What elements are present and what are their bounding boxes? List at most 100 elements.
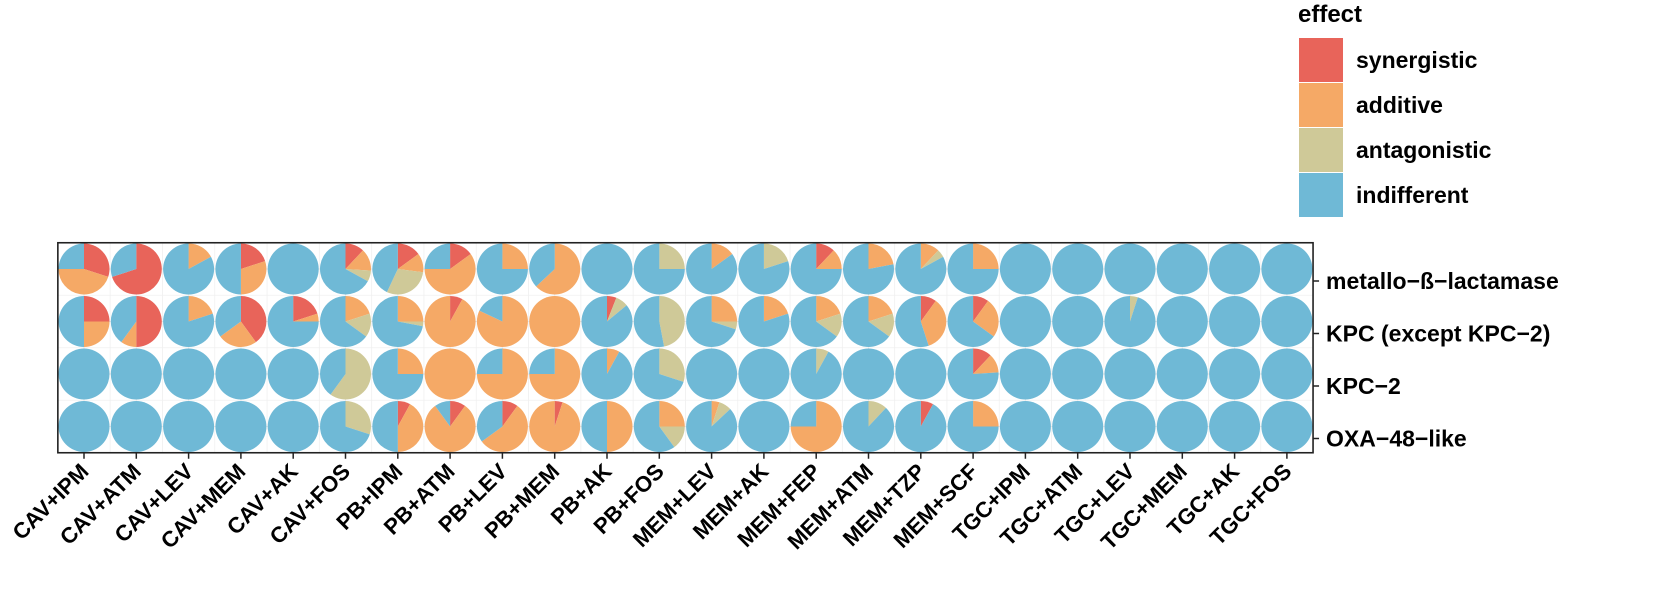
pie-slice-additive: [529, 296, 581, 347]
pie-slice-additive: [973, 401, 999, 427]
pie-slice-additive: [536, 243, 581, 295]
legend-key-antagonistic: [1299, 128, 1343, 172]
pie-kpc-except-kpc-2-cav-fos: [320, 296, 371, 347]
plot-panel: [57, 241, 1314, 454]
pie-kpc-except-kpc-2-tgc-lev: [1104, 296, 1156, 348]
pie-kpc-2-tgc-ak: [1209, 348, 1261, 400]
pie-slice-additive: [188, 296, 213, 322]
pie-slice-indifferent: [843, 296, 890, 348]
pie-kpc-except-kpc-2-pb-atm: [424, 296, 476, 347]
pie-slice-indifferent: [424, 243, 451, 269]
pie-slice-indifferent: [435, 400, 451, 427]
pie-slice-indifferent: [947, 243, 999, 295]
pie-oxa-48-like-cav-lev: [163, 401, 215, 452]
legend-title: effect: [1298, 1, 1362, 28]
pie-slice-indifferent: [1156, 401, 1208, 452]
pie-slice-additive: [424, 296, 476, 347]
pie-kpc-2-tgc-ipm: [999, 348, 1051, 400]
pie-oxa-48-like-tgc-mem: [1156, 401, 1208, 452]
pie-slice-antagonistic: [920, 250, 944, 269]
pie-slice-indifferent: [738, 243, 790, 295]
pie-slice-additive: [868, 243, 894, 269]
pie-kpc-except-kpc-2-pb-ak: [581, 296, 633, 347]
pie-slice-antagonistic: [711, 402, 731, 427]
pie-slice-indifferent: [738, 296, 790, 347]
pie-slice-indifferent: [476, 243, 528, 295]
pie-kpc-2-tgc-fos: [1261, 348, 1313, 400]
legend-label-antagonistic: antagonistic: [1356, 137, 1492, 163]
pie-oxa-48-like-pb-mem: [529, 401, 581, 452]
pie-slice-additive: [607, 348, 620, 374]
pie-slice-additive: [920, 243, 939, 269]
pie-slice-additive: [529, 401, 581, 452]
pie-kpc-except-kpc-2-mem-tzp: [895, 296, 947, 348]
pie-kpc-2-cav-ipm: [58, 348, 110, 400]
pie-slice-indifferent: [1104, 401, 1156, 452]
pie-slice-additive: [220, 321, 256, 348]
pie-metallo-lactamase-tgc-atm: [1052, 243, 1104, 295]
pie-slice-additive: [711, 401, 720, 427]
pie-oxa-48-like-cav-mem: [215, 401, 267, 452]
pie-kpc-2-mem-tzp: [895, 348, 947, 400]
pie-kpc-2-cav-ak: [267, 348, 319, 400]
pie-slice-indifferent: [633, 243, 685, 295]
pie-kpc-2-pb-fos: [633, 348, 685, 400]
pie-slice-indifferent: [843, 243, 895, 295]
pie-slice-indifferent: [633, 401, 675, 452]
pie-slice-synergistic: [345, 243, 363, 269]
pie-kpc-except-kpc-2-pb-lev: [476, 296, 528, 347]
pie-kpc-except-kpc-2-tgc-atm: [1052, 296, 1104, 347]
pie-slice-indifferent: [790, 296, 837, 347]
pie-oxa-48-like-mem-ak: [738, 401, 790, 452]
pie-slice-indifferent: [1052, 243, 1104, 295]
pie-slice-additive: [816, 250, 842, 269]
pie-slice-synergistic: [816, 243, 834, 269]
legend-key-synergistic: [1299, 38, 1343, 82]
pie-slice-indifferent: [1209, 401, 1261, 452]
pie-slice-indifferent: [633, 296, 665, 348]
pie-slice-antagonistic: [345, 269, 371, 282]
pie-kpc-2-tgc-atm: [1052, 348, 1104, 400]
pie-kpc-2-mem-fep: [790, 348, 842, 400]
pie-slice-indifferent: [686, 348, 738, 400]
pie-slice-additive: [424, 254, 476, 295]
pie-metallo-lactamase-cav-atm: [110, 243, 162, 295]
pie-slice-indifferent: [1104, 243, 1156, 295]
pie-slice-indifferent: [895, 296, 929, 348]
pie-slice-indifferent: [843, 348, 894, 400]
pie-slice-indifferent: [790, 348, 842, 400]
pie-kpc-2-mem-ak: [738, 348, 790, 400]
pie-oxa-48-like-cav-fos: [319, 401, 371, 453]
pie-slice-indifferent: [110, 348, 162, 400]
pie-slice-indifferent: [843, 401, 895, 453]
pie-oxa-48-like-pb-atm: [424, 400, 476, 452]
pie-oxa-48-like-cav-ipm: [58, 401, 110, 452]
pie-slice-indifferent: [686, 401, 738, 453]
pie-kpc-except-kpc-2-mem-atm: [843, 296, 894, 348]
pie-kpc-2-mem-lev: [686, 348, 738, 400]
pie-slice-indifferent: [267, 296, 319, 347]
pie-slice-indifferent: [163, 401, 215, 452]
pie-slice-additive: [529, 348, 581, 400]
pie-slice-synergistic: [112, 243, 162, 295]
pie-slice-antagonistic: [868, 400, 886, 427]
pie-slice-indifferent: [319, 348, 346, 395]
pie-kpc-2-cav-atm: [110, 348, 162, 400]
row-label: KPC−2: [1326, 373, 1401, 399]
pie-slice-additive: [476, 348, 528, 400]
pie-slice-indifferent: [999, 401, 1051, 452]
pie-kpc-except-kpc-2-cav-lev: [163, 296, 215, 348]
pie-slice-additive: [711, 296, 738, 322]
pie-slice-antagonistic: [816, 313, 842, 337]
pie-slice-indifferent: [476, 401, 503, 442]
pie-oxa-48-like-tgc-fos: [1261, 401, 1313, 452]
pie-slice-indifferent: [1209, 243, 1261, 295]
pie-slice-indifferent: [267, 401, 319, 452]
pie-slice-synergistic: [84, 243, 110, 277]
row-labels: metallo−ß−lactamase KPC (except KPC−2) KPC…: [1313, 268, 1559, 452]
pie-oxa-48-like-cav-ak: [267, 401, 319, 452]
pie-kpc-except-kpc-2-tgc-mem: [1156, 296, 1208, 347]
pie-slice-synergistic: [450, 401, 466, 427]
pie-slice-antagonistic: [659, 426, 685, 448]
pie-slice-antagonistic: [868, 313, 894, 337]
